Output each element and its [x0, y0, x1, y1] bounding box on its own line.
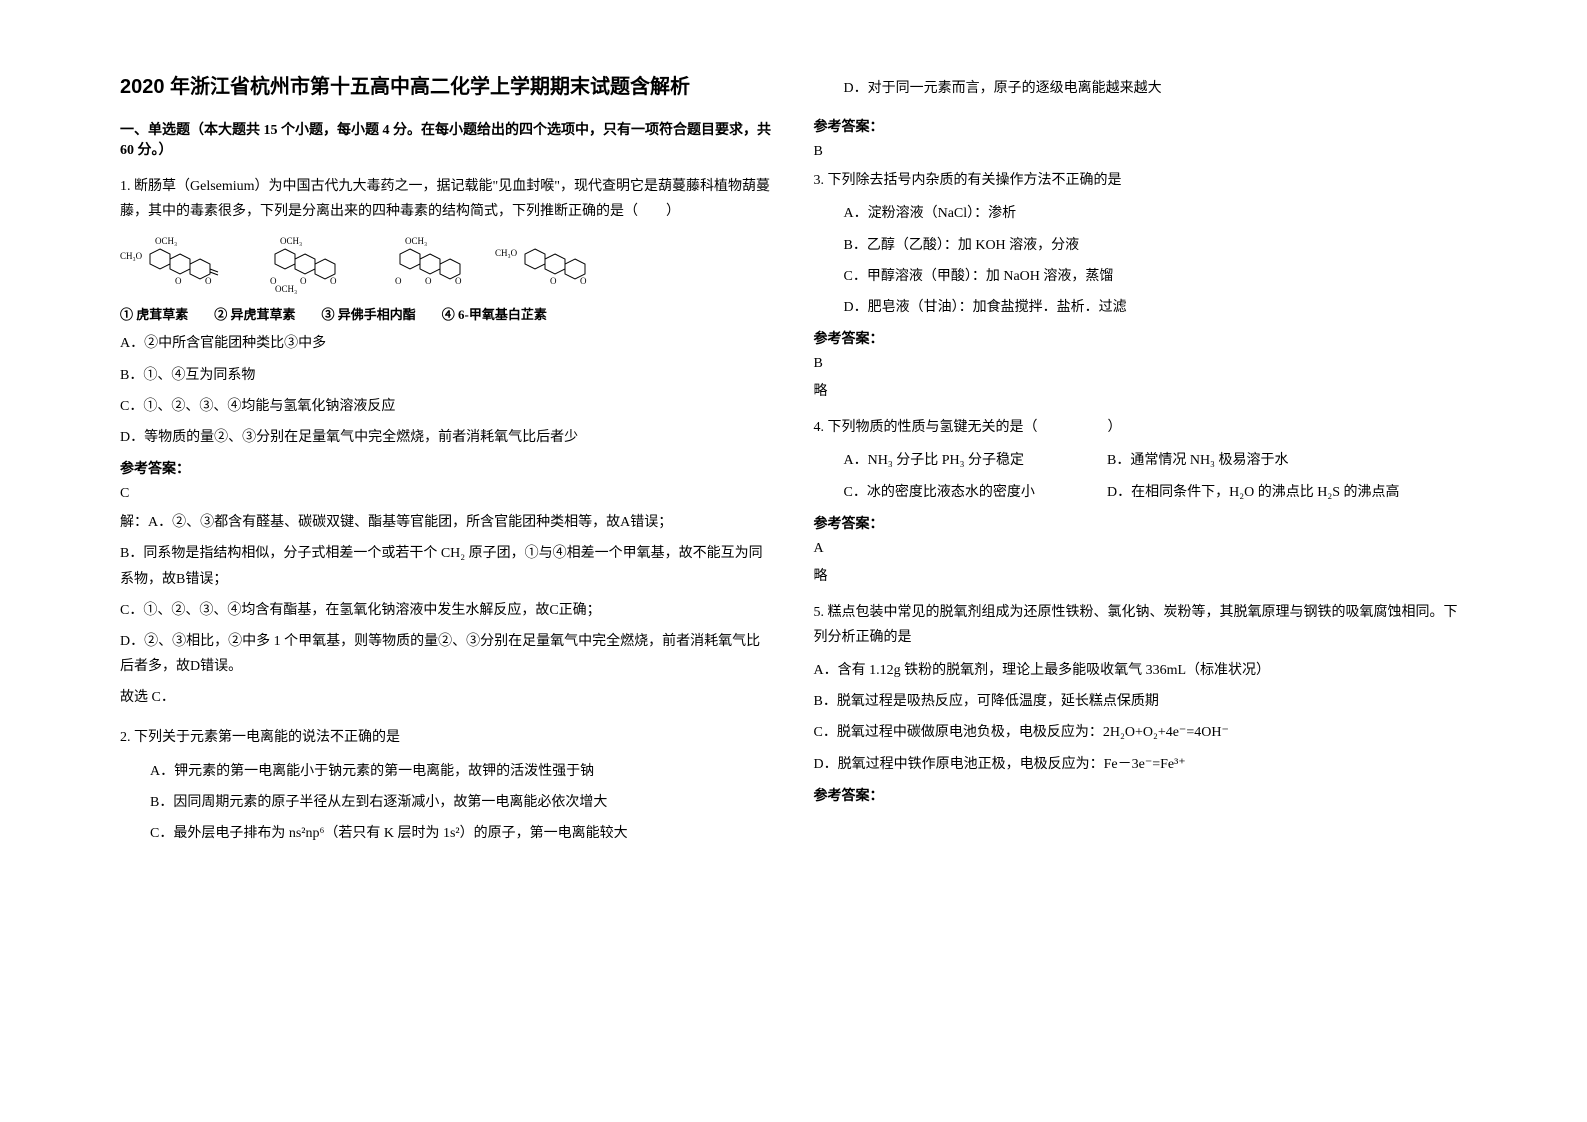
q3-text: 3. 下列除去括号内杂质的有关操作方法不正确的是	[814, 168, 1468, 193]
q2-option-c: C．最外层电子排布为 ns²np⁶（若只有 K 层时为 1s²）的原子，第一电离…	[120, 821, 774, 846]
q5-answer-label: 参考答案：	[814, 785, 1468, 805]
svg-text:O: O	[425, 276, 432, 286]
svg-text:OCH₃: OCH₃	[275, 284, 297, 294]
svg-text:O: O	[395, 276, 402, 286]
q4-option-c: C．冰的密度比液态水的密度小	[844, 480, 1104, 505]
q2-answer: B	[814, 144, 1468, 160]
q1-exp5: 故选 C．	[120, 685, 774, 710]
molecule-3-svg: OCH₃ O O O	[370, 234, 480, 294]
q2-text: 2. 下列关于元素第一电离能的说法不正确的是	[120, 725, 774, 750]
q3-answer-label: 参考答案：	[814, 328, 1468, 348]
molecule-2-svg: OCH₃ O O O OCH₃	[245, 234, 355, 294]
q1-answer-label: 参考答案：	[120, 458, 774, 478]
q1-exp2: B．同系物是指结构相似，分子式相差一个或若干个 CH₂ 原子团，①与④相差一个甲…	[120, 541, 774, 591]
q3-answer: B	[814, 356, 1468, 372]
q1-exp1: 解：A．②、③都含有醛基、碳碳双键、酯基等官能团，所含官能团种类相等，故A错误；	[120, 510, 774, 535]
svg-text:O: O	[175, 276, 182, 286]
q4-brief: 略	[814, 565, 1468, 585]
svg-text:OCH₃: OCH₃	[280, 236, 302, 246]
q4-text: 4. 下列物质的性质与氢键无关的是（ ）	[814, 415, 1468, 440]
q1-option-c: C．①、②、③、④均能与氢氧化钠溶液反应	[120, 394, 774, 419]
q1-text: 1. 断肠草（Gelsemium）为中国古代九大毒药之一，据记载能"见血封喉"，…	[120, 174, 774, 224]
page-title: 2020 年浙江省杭州市第十五高中高二化学上学期期末试题含解析	[120, 70, 774, 99]
q2-option-b: B．因同周期元素的原子半径从左到右逐渐减小，故第一电离能必依次增大	[120, 790, 774, 815]
q3-option-d: D．肥皂液（甘油）：加食盐搅拌．盐析．过滤	[814, 295, 1468, 320]
svg-text:OCH₃: OCH₃	[155, 236, 177, 246]
right-column: D．对于同一元素而言，原子的逐级电离能越来越大 参考答案： B 3. 下列除去括…	[794, 70, 1488, 1052]
q2-option-a: A．钾元素的第一电离能小于钠元素的第一电离能，故钾的活泼性强于钠	[120, 759, 774, 784]
molecule-4-svg: CH₃O O O	[495, 234, 605, 294]
q4-option-a: A．NH₃ 分子比 PH₃ 分子稳定	[844, 448, 1104, 473]
q4-opts-row1: A．NH₃ 分子比 PH₃ 分子稳定 B．通常情况 NH₃ 极易溶于水	[814, 448, 1468, 473]
svg-text:O: O	[455, 276, 462, 286]
q3-option-a: A．淀粉溶液（NaCl）：渗析	[814, 201, 1468, 226]
q1-option-b: B．①、④互为同系物	[120, 363, 774, 388]
q2-option-d: D．对于同一元素而言，原子的逐级电离能越来越大	[814, 76, 1468, 101]
svg-text:O: O	[550, 276, 557, 286]
svg-text:CH₃O: CH₃O	[120, 251, 143, 261]
q1-exp3: C．①、②、③、④均含有酯基，在氢氧化钠溶液中发生水解反应，故C正确；	[120, 598, 774, 623]
svg-text:OCH₃: OCH₃	[405, 236, 427, 246]
q5-option-a: A．含有 1.12g 铁粉的脱氧剂，理论上最多能吸收氧气 336mL（标准状况）	[814, 658, 1468, 683]
q4-option-b: B．通常情况 NH₃ 极易溶于水	[1107, 453, 1288, 468]
q5-option-d: D．脱氧过程中铁作原电池正极，电极反应为：Fe－3e⁻=Fe³⁺	[814, 752, 1468, 777]
q5-option-b: B．脱氧过程是吸热反应，可降低温度，延长糕点保质期	[814, 689, 1468, 714]
q1-option-a: A．②中所含官能团种类比③中多	[120, 331, 774, 356]
left-column: 2020 年浙江省杭州市第十五高中高二化学上学期期末试题含解析 一、单选题（本大…	[100, 70, 794, 1052]
q4-answer-label: 参考答案：	[814, 513, 1468, 533]
svg-text:O: O	[330, 276, 337, 286]
q5-text: 5. 糕点包装中常见的脱氧剂组成为还原性铁粉、氯化钠、炭粉等，其脱氧原理与钢铁的…	[814, 600, 1468, 650]
q2-answer-label: 参考答案：	[814, 116, 1468, 136]
q5-option-c: C．脱氧过程中碳做原电池负极，电极反应为：2H₂O+O₂+4e⁻=4OH⁻	[814, 720, 1468, 745]
svg-text:CH₃O: CH₃O	[495, 248, 518, 258]
q3-brief: 略	[814, 380, 1468, 400]
q1-answer: C	[120, 486, 774, 502]
q4-option-d: D．在相同条件下，H₂O 的沸点比 H₂S 的沸点高	[1107, 485, 1400, 500]
svg-text:O: O	[300, 276, 307, 286]
q1-option-d: D．等物质的量②、③分别在足量氧气中完全燃烧，前者消耗氧气比后者少	[120, 425, 774, 450]
q4-opts-row2: C．冰的密度比液态水的密度小 D．在相同条件下，H₂O 的沸点比 H₂S 的沸点…	[814, 480, 1468, 505]
molecule-diagram-row: OCH₃ CH₃O O O OCH₃ O O O OCH₃ OCH₃ O	[120, 234, 774, 294]
section-title: 一、单选题（本大题共 15 个小题，每小题 4 分。在每小题给出的四个选项中，只…	[120, 119, 774, 159]
svg-text:O: O	[205, 276, 212, 286]
molecule-labels: ① 虎茸草素 ② 异虎茸草素 ③ 异佛手相内酯 ④ 6-甲氧基白芷素	[120, 304, 774, 323]
q1-exp4: D．②、③相比，②中多 1 个甲氧基，则等物质的量②、③分别在足量氧气中完全燃烧…	[120, 629, 774, 679]
svg-text:O: O	[580, 276, 587, 286]
molecule-1-svg: OCH₃ CH₃O O O	[120, 234, 230, 294]
q3-option-b: B．乙醇（乙酸）：加 KOH 溶液，分液	[814, 233, 1468, 258]
q3-option-c: C．甲醇溶液（甲酸）：加 NaOH 溶液，蒸馏	[814, 264, 1468, 289]
q4-answer: A	[814, 541, 1468, 557]
